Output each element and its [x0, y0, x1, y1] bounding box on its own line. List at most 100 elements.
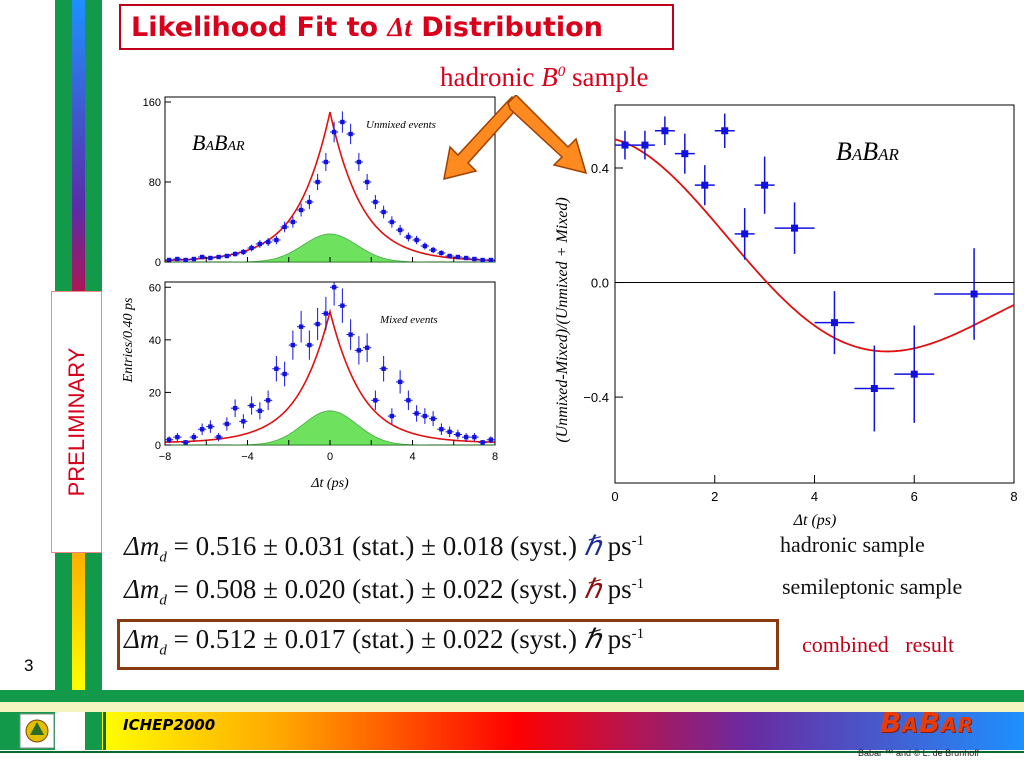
- bot-point: [191, 434, 197, 440]
- bot-point: [274, 366, 279, 371]
- top-point: [488, 257, 494, 263]
- top-ytick-label: 160: [143, 97, 161, 109]
- bot-point: [232, 405, 238, 411]
- bot-point: [199, 427, 205, 432]
- left-histogram-plot: 0 80 160 0 20 40 60 −8 −4 0 4 8 Entries/0.40 ps Δt…: [121, 96, 498, 491]
- bot-point: [265, 398, 271, 403]
- top-point: [298, 207, 304, 213]
- right-xtick-label: 6: [911, 489, 918, 504]
- right-point: [621, 141, 629, 149]
- note-hadronic: hadronic sample: [780, 532, 925, 557]
- footer-emblem-icon: [19, 713, 55, 749]
- right-point: [791, 224, 799, 232]
- right-ytick-label: −0.4: [583, 390, 609, 405]
- top-point: [463, 255, 469, 261]
- top-point: [241, 249, 246, 255]
- right-xtick-label: 2: [711, 489, 718, 504]
- right-point: [681, 150, 689, 158]
- bot-ytick-label: 40: [149, 335, 161, 347]
- result-hadronic: Δmd = 0.516 ± 0.031 (stat.) ± 0.018 (sys…: [124, 531, 645, 566]
- top-point: [472, 256, 477, 262]
- top-point: [381, 209, 386, 215]
- right-point: [830, 319, 838, 327]
- left-babar-watermark: BABAR: [192, 130, 245, 155]
- right-point: [701, 181, 709, 189]
- top-point: [282, 224, 287, 230]
- bot-point: [331, 285, 337, 290]
- top-point: [323, 159, 329, 165]
- arrow-left-icon: [443, 95, 522, 181]
- orange-arrows: [443, 95, 588, 181]
- bot-point: [290, 342, 296, 348]
- right-point: [910, 370, 918, 378]
- right-point: [761, 181, 769, 189]
- bot-point: [472, 434, 477, 440]
- top-point: [265, 239, 271, 245]
- top-point: [249, 245, 254, 251]
- bot-xtick-label: 4: [409, 451, 415, 463]
- right-point: [870, 385, 878, 392]
- top-point: [191, 256, 197, 262]
- top-point: [199, 254, 205, 260]
- top-point: [364, 179, 370, 185]
- left-ylabel: Entries/0.40 ps: [121, 297, 136, 383]
- top-point: [340, 119, 345, 125]
- bot-point: [208, 424, 213, 429]
- footer-copyright: Babar ™ and © L. de Brunhoff: [858, 748, 980, 758]
- top-point: [422, 243, 428, 249]
- footer-bar: [0, 690, 1024, 768]
- bot-point: [463, 434, 469, 440]
- bot-point: [488, 437, 494, 442]
- bot-point: [183, 440, 188, 445]
- note-semileptonic: semileptonic sample: [782, 574, 963, 599]
- top-point: [430, 247, 436, 253]
- result-semileptonic: Δmd = 0.508 ± 0.020 (stat.) ± 0.022 (sys…: [124, 574, 645, 609]
- bot-point: [381, 366, 386, 371]
- bot-point: [447, 429, 452, 435]
- right-ytick-label: 0.4: [591, 161, 609, 176]
- note-combined: combined result: [802, 632, 955, 657]
- right-asymmetry-plot: −0.4 0.0 0.4 0 2 4 6 8 Δt (ps) (Unmixed-Mixed)/…: [554, 104, 1018, 529]
- bot-point: [406, 398, 411, 403]
- bot-point: [323, 311, 329, 316]
- bot-point: [439, 427, 444, 432]
- bot-ytick-label: 0: [155, 440, 161, 452]
- top-point: [480, 257, 485, 263]
- bot-point: [282, 371, 287, 377]
- left-xlabel: Δt (ps): [310, 476, 349, 491]
- right-babar-watermark: BABAR: [836, 137, 900, 166]
- bot-point: [216, 434, 221, 440]
- right-point: [741, 230, 749, 238]
- bot-xtick-label: −4: [241, 451, 254, 463]
- top-point: [397, 227, 403, 233]
- bot-point: [307, 342, 312, 348]
- top-point: [389, 219, 395, 225]
- right-point: [721, 127, 729, 135]
- top-point: [166, 257, 172, 263]
- bot-point: [175, 434, 180, 440]
- top-point: [455, 254, 461, 260]
- top-ytick-label: 0: [155, 257, 161, 269]
- left-annotation-unmixed: Unmixed events: [366, 119, 436, 131]
- bot-ytick-label: 60: [149, 282, 161, 294]
- bot-point: [298, 324, 304, 329]
- bot-point: [241, 419, 246, 424]
- top-point: [208, 255, 213, 261]
- footer-conference: ICHEP2000: [123, 716, 216, 734]
- bot-point: [414, 411, 419, 416]
- bot-point: [430, 416, 436, 421]
- top-point: [175, 256, 180, 262]
- hadronic-sample-label: hadronic B0 sample: [436, 62, 653, 93]
- arrow-right-icon: [507, 95, 588, 175]
- preliminary-label: PRELIMINARY: [51, 291, 102, 553]
- bot-ytick-label: 20: [149, 387, 161, 399]
- bot-point: [340, 303, 345, 308]
- right-xlabel: Δt (ps): [793, 512, 837, 529]
- bot-xtick-label: −8: [159, 451, 172, 463]
- left-annotation-mixed: Mixed events: [379, 314, 438, 326]
- right-xtick-label: 8: [1010, 489, 1017, 504]
- top-point: [307, 199, 312, 205]
- top-point: [406, 234, 411, 240]
- top-point: [216, 254, 221, 260]
- result-combined: Δmd = 0.512 ± 0.017 (stat.) ± 0.022 (sys…: [124, 624, 645, 659]
